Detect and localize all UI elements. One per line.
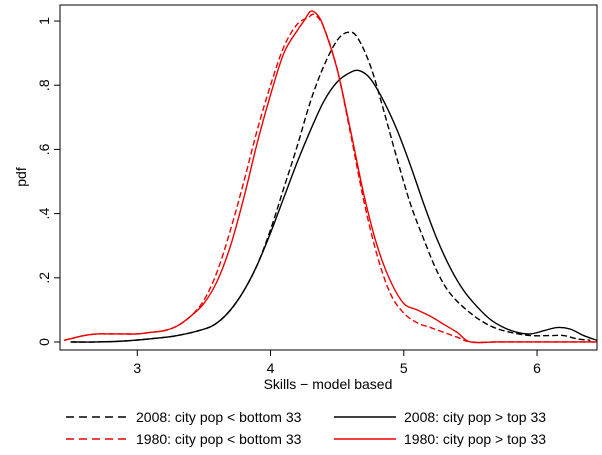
legend-label-2: 1980: city pop < bottom 33 xyxy=(136,431,302,447)
legend-label-3: 1980: city pop > top 33 xyxy=(404,431,546,447)
series-line-1 xyxy=(70,69,598,343)
x-tick-label: 5 xyxy=(400,360,408,376)
y-axis-title: pdf xyxy=(13,167,29,187)
series-lines xyxy=(63,10,598,344)
y-tick-label: 1 xyxy=(36,17,52,25)
y-tick-label: .6 xyxy=(36,143,52,155)
series-line-2 xyxy=(63,13,597,344)
y-tick-label: .2 xyxy=(36,272,52,284)
x-tick-label: 3 xyxy=(133,360,141,376)
x-axis: 3 4 5 6 xyxy=(133,350,541,376)
legend-label-1: 2008: city pop > top 33 xyxy=(404,409,546,425)
x-axis-title: Skills − model based xyxy=(264,376,393,392)
y-tick-label: .8 xyxy=(36,79,52,91)
y-tick-label: .4 xyxy=(36,208,52,220)
x-tick-label: 4 xyxy=(267,360,275,376)
legend-label-0: 2008: city pop < bottom 33 xyxy=(136,409,302,425)
y-tick-label: 0 xyxy=(36,338,52,346)
x-tick-label: 6 xyxy=(533,360,541,376)
y-axis: 0 .2 .4 .6 .8 1 xyxy=(36,17,60,346)
plot-frame xyxy=(59,4,598,351)
series-line-3 xyxy=(63,10,597,344)
legend: 2008: city pop < bottom 33 2008: city pop… xyxy=(66,409,546,447)
